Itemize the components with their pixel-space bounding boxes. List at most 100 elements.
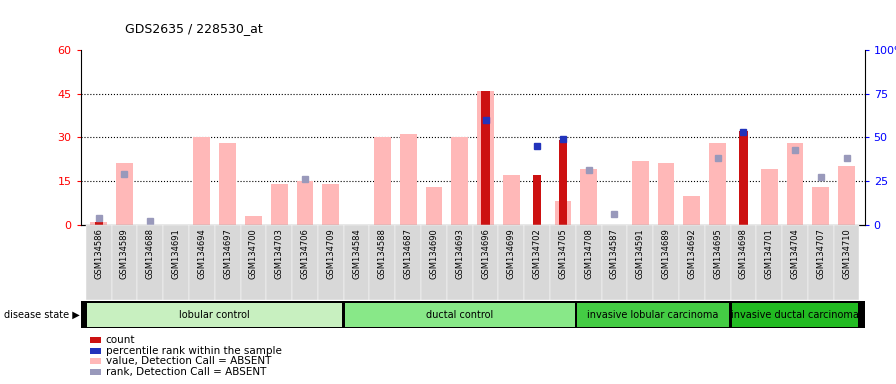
- Text: GSM134702: GSM134702: [532, 228, 541, 279]
- FancyBboxPatch shape: [292, 225, 318, 300]
- FancyBboxPatch shape: [86, 225, 112, 300]
- FancyBboxPatch shape: [189, 225, 215, 300]
- Text: rank, Detection Call = ABSENT: rank, Detection Call = ABSENT: [106, 367, 266, 377]
- Text: GDS2635 / 228530_at: GDS2635 / 228530_at: [125, 22, 263, 35]
- Text: GSM134690: GSM134690: [429, 228, 438, 279]
- Text: GSM134589: GSM134589: [120, 228, 129, 279]
- Bar: [533, 175, 541, 225]
- Bar: [94, 222, 103, 225]
- Bar: [245, 216, 262, 225]
- Text: GSM134710: GSM134710: [842, 228, 851, 279]
- FancyBboxPatch shape: [266, 225, 292, 300]
- Bar: [374, 137, 391, 225]
- Text: GSM134584: GSM134584: [352, 228, 361, 279]
- FancyBboxPatch shape: [395, 225, 421, 300]
- Bar: [220, 143, 236, 225]
- Text: GSM134697: GSM134697: [223, 228, 232, 279]
- FancyBboxPatch shape: [344, 225, 369, 300]
- Bar: [503, 175, 520, 225]
- Bar: [739, 131, 747, 225]
- Text: GSM134689: GSM134689: [661, 228, 670, 279]
- Bar: [400, 134, 417, 225]
- Text: GSM134701: GSM134701: [764, 228, 774, 279]
- FancyBboxPatch shape: [345, 303, 574, 327]
- FancyBboxPatch shape: [215, 225, 240, 300]
- Text: GSM134688: GSM134688: [146, 228, 155, 280]
- Bar: [710, 143, 726, 225]
- FancyBboxPatch shape: [679, 225, 705, 300]
- Text: GSM134588: GSM134588: [378, 228, 387, 279]
- Bar: [116, 164, 133, 225]
- Bar: [297, 181, 314, 225]
- FancyBboxPatch shape: [163, 225, 189, 300]
- FancyBboxPatch shape: [81, 301, 865, 328]
- FancyBboxPatch shape: [90, 369, 101, 375]
- Bar: [478, 91, 494, 225]
- FancyBboxPatch shape: [756, 225, 782, 300]
- Text: lobular control: lobular control: [179, 310, 250, 320]
- Text: percentile rank within the sample: percentile rank within the sample: [106, 346, 281, 356]
- FancyBboxPatch shape: [627, 225, 653, 300]
- FancyBboxPatch shape: [577, 303, 729, 327]
- FancyBboxPatch shape: [90, 337, 101, 343]
- Text: GSM134696: GSM134696: [481, 228, 490, 279]
- Text: count: count: [106, 335, 135, 345]
- Text: GSM134699: GSM134699: [507, 228, 516, 279]
- Text: GSM134692: GSM134692: [687, 228, 696, 279]
- FancyBboxPatch shape: [705, 225, 730, 300]
- Text: GSM134703: GSM134703: [275, 228, 284, 279]
- Bar: [787, 143, 804, 225]
- FancyBboxPatch shape: [318, 225, 344, 300]
- FancyBboxPatch shape: [90, 358, 101, 364]
- Bar: [271, 184, 288, 225]
- Text: invasive ductal carcinoma: invasive ductal carcinoma: [731, 310, 859, 320]
- Bar: [581, 169, 597, 225]
- Text: GSM134691: GSM134691: [171, 228, 181, 279]
- Text: disease state ▶: disease state ▶: [4, 310, 80, 320]
- FancyBboxPatch shape: [112, 225, 137, 300]
- Bar: [632, 161, 649, 225]
- Text: GSM134586: GSM134586: [94, 228, 103, 279]
- Text: GSM134694: GSM134694: [197, 228, 206, 279]
- Text: ductal control: ductal control: [426, 310, 494, 320]
- Bar: [761, 169, 778, 225]
- FancyBboxPatch shape: [369, 225, 395, 300]
- FancyBboxPatch shape: [240, 225, 266, 300]
- Text: GSM134708: GSM134708: [584, 228, 593, 279]
- Text: GSM134707: GSM134707: [816, 228, 825, 279]
- FancyBboxPatch shape: [473, 225, 498, 300]
- FancyBboxPatch shape: [833, 225, 859, 300]
- Text: GSM134587: GSM134587: [610, 228, 619, 279]
- Text: GSM134704: GSM134704: [790, 228, 799, 279]
- FancyBboxPatch shape: [87, 303, 342, 327]
- FancyBboxPatch shape: [447, 225, 473, 300]
- Text: GSM134591: GSM134591: [636, 228, 645, 279]
- Text: GSM134705: GSM134705: [558, 228, 567, 279]
- Text: GSM134698: GSM134698: [739, 228, 748, 279]
- FancyBboxPatch shape: [137, 225, 163, 300]
- Text: invasive lobular carcinoma: invasive lobular carcinoma: [588, 310, 719, 320]
- Bar: [813, 187, 829, 225]
- Text: GSM134687: GSM134687: [404, 228, 413, 280]
- FancyBboxPatch shape: [601, 225, 627, 300]
- Bar: [481, 91, 490, 225]
- Bar: [90, 222, 108, 225]
- FancyBboxPatch shape: [808, 225, 833, 300]
- Text: GSM134706: GSM134706: [300, 228, 309, 279]
- Bar: [555, 201, 572, 225]
- Text: GSM134700: GSM134700: [249, 228, 258, 279]
- FancyBboxPatch shape: [498, 225, 524, 300]
- FancyBboxPatch shape: [576, 225, 601, 300]
- Text: GSM134693: GSM134693: [455, 228, 464, 279]
- Bar: [559, 140, 567, 225]
- Bar: [194, 137, 211, 225]
- Text: GSM134709: GSM134709: [326, 228, 335, 279]
- Bar: [426, 187, 443, 225]
- FancyBboxPatch shape: [550, 225, 576, 300]
- FancyBboxPatch shape: [421, 225, 447, 300]
- Bar: [452, 137, 468, 225]
- Bar: [838, 166, 855, 225]
- Bar: [323, 184, 340, 225]
- FancyBboxPatch shape: [524, 225, 550, 300]
- FancyBboxPatch shape: [732, 303, 858, 327]
